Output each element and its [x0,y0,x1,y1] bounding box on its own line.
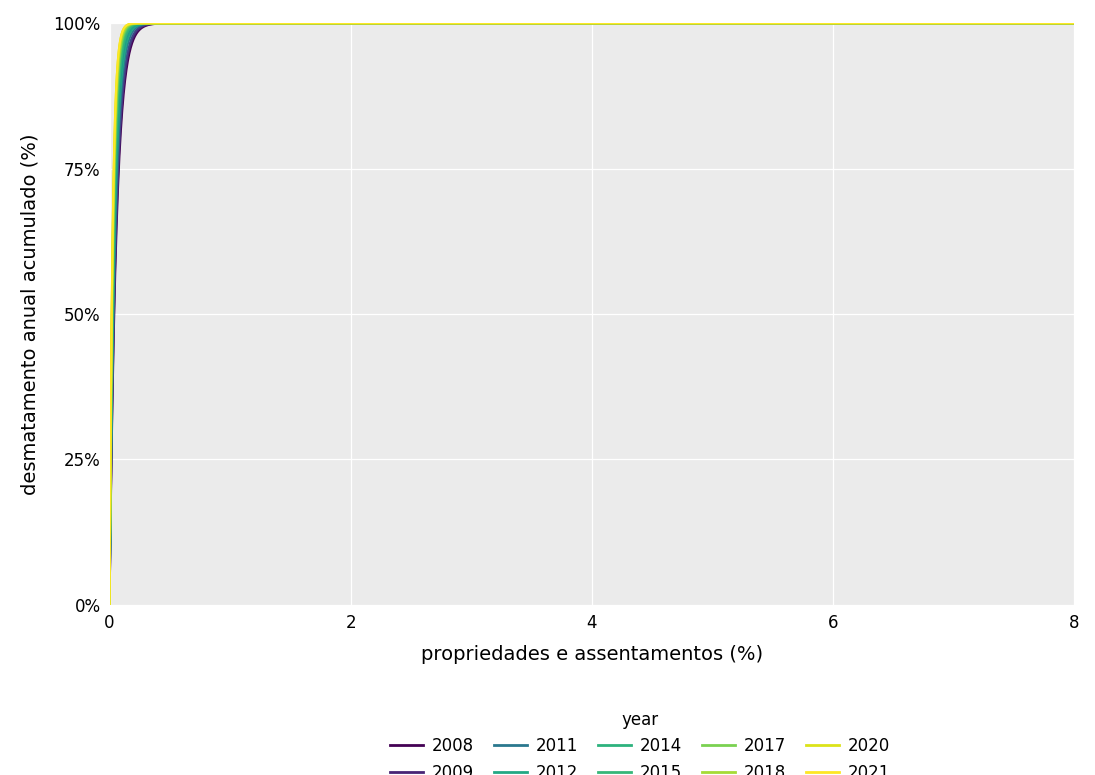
Legend: 2008, 2009, 2010, 2011, 2012, 2013, 2014, 2015, 2016, 2017, 2018, 2019, 2020, 20: 2008, 2009, 2010, 2011, 2012, 2013, 2014… [384,706,895,775]
Y-axis label: desmatamento anual acumulado (%): desmatamento anual acumulado (%) [21,133,39,494]
X-axis label: propriedades e assentamentos (%): propriedades e assentamentos (%) [420,646,762,664]
